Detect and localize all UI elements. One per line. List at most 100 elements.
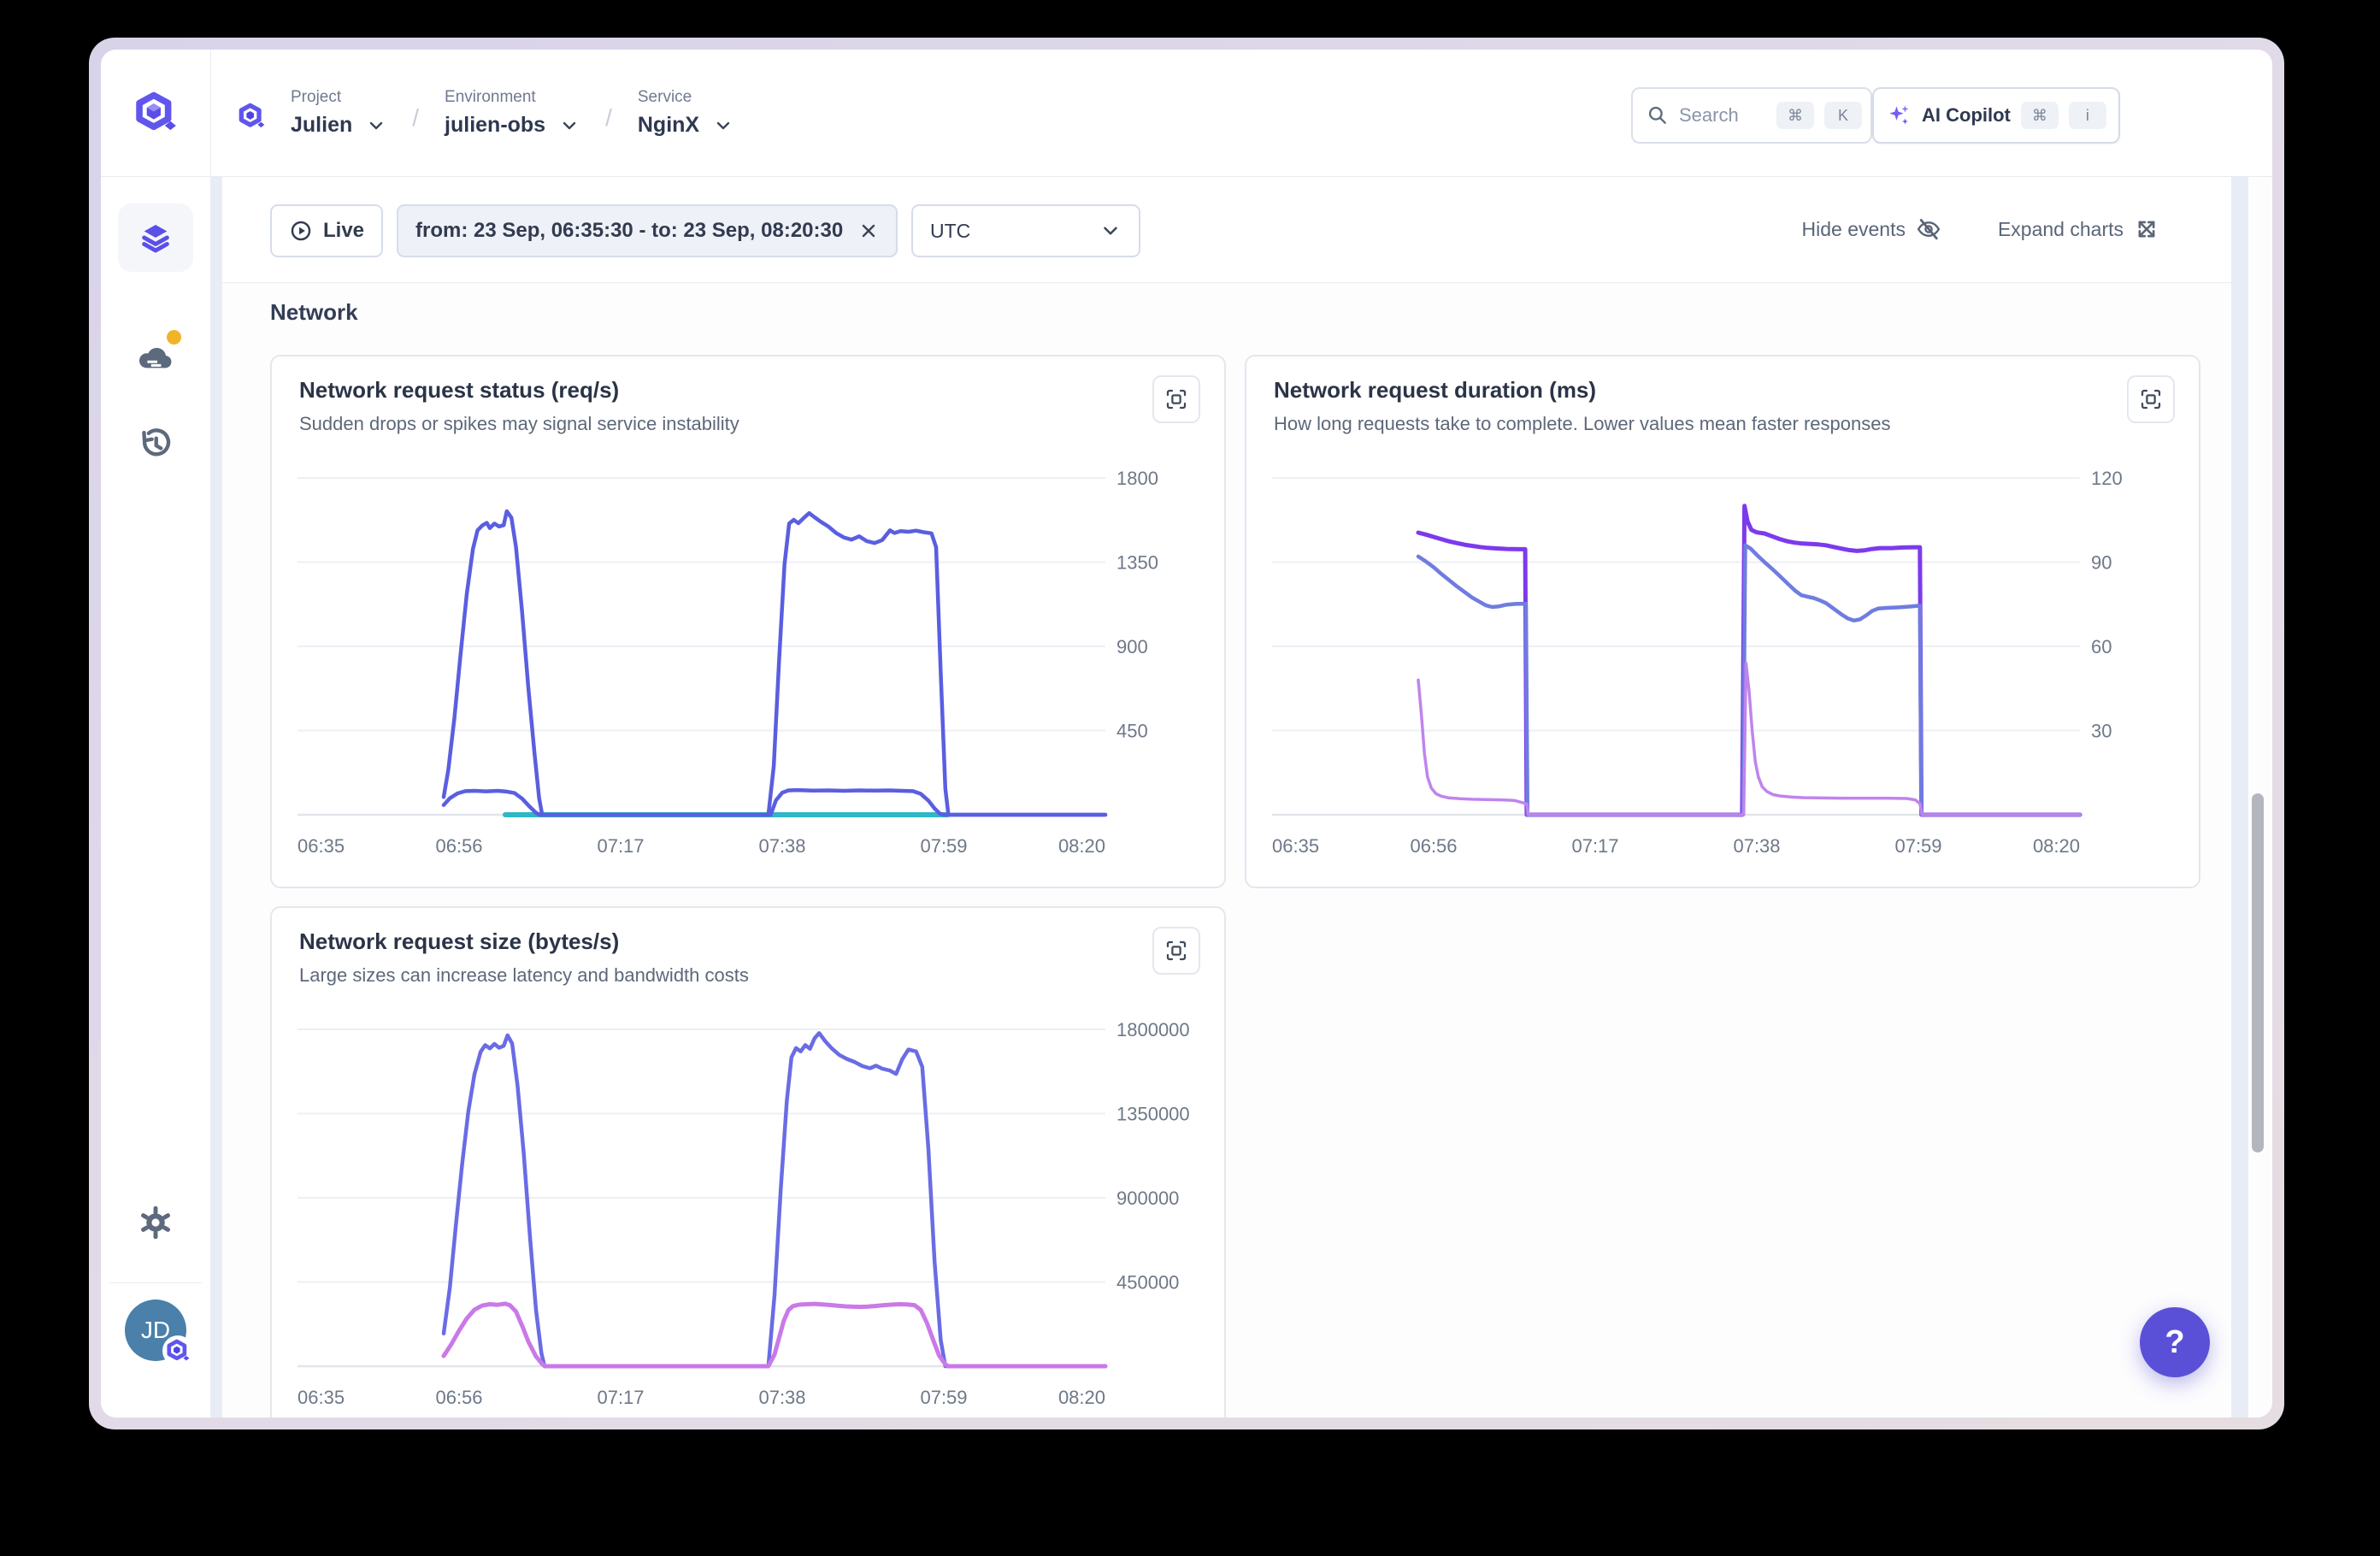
- ai-copilot-label: AI Copilot: [1922, 104, 2011, 126]
- cloud-icon: [138, 347, 172, 368]
- breadcrumb-separator: /: [412, 104, 420, 131]
- chart-subtitle: Large sizes can increase latency and ban…: [299, 964, 749, 986]
- user-avatar[interactable]: JD: [125, 1300, 193, 1366]
- clear-range-button[interactable]: [858, 221, 879, 241]
- sparkles-icon: [1889, 105, 1909, 125]
- eye-off-icon: [1917, 219, 1941, 240]
- focus-icon: [1166, 940, 1187, 961]
- layers-icon: [142, 225, 169, 253]
- close-icon: [863, 224, 875, 238]
- focus-icon: [2141, 389, 2161, 410]
- history-icon: [142, 428, 171, 457]
- help-button[interactable]: ?: [2140, 1307, 2210, 1377]
- svg-text:08:20: 08:20: [1058, 835, 1105, 857]
- ai-copilot-button[interactable]: AI Copilot ⌘ i: [1872, 87, 2120, 144]
- chart-title: Network request size (bytes/s): [299, 928, 620, 954]
- expand-charts-button[interactable]: Expand charts: [1998, 216, 2159, 242]
- timezone-select[interactable]: UTC: [911, 204, 1140, 257]
- play-circle-icon: [291, 221, 311, 241]
- expand-chart-button[interactable]: [2127, 375, 2175, 423]
- live-label: Live: [323, 219, 365, 242]
- svg-text:60: 60: [2091, 636, 2112, 657]
- avatar-initials: JD: [140, 1317, 171, 1343]
- chart-card-request-status: Network request status (req/s) Sudden dr…: [270, 355, 1226, 888]
- expand-chart-button[interactable]: [1152, 927, 1200, 975]
- svg-text:900: 900: [1116, 636, 1148, 657]
- breadcrumb-project-value: Julien: [291, 113, 353, 137]
- svg-text:07:17: 07:17: [597, 835, 644, 857]
- breadcrumb-separator: /: [605, 104, 612, 131]
- chevron-down-icon: [716, 121, 730, 129]
- sidebar: JD: [101, 176, 210, 1417]
- svg-text:1800: 1800: [1116, 468, 1158, 489]
- svg-text:07:38: 07:38: [758, 835, 805, 857]
- chart-card-request-size: Network request size (bytes/s) Large siz…: [270, 906, 1226, 1417]
- time-range-chip[interactable]: from: 23 Sep, 06:35:30 - to: 23 Sep, 08:…: [397, 204, 898, 257]
- sidebar-item-services[interactable]: [118, 203, 193, 272]
- live-button[interactable]: Live: [270, 204, 384, 257]
- notification-dot: [167, 330, 181, 345]
- svg-text:06:35: 06:35: [1272, 835, 1319, 857]
- svg-text:900000: 900000: [1116, 1188, 1179, 1209]
- app-window-frame: Project Julien / Environment julien-obs …: [89, 38, 2284, 1429]
- qovery-badge-icon: [167, 1339, 190, 1361]
- sidebar-divider: [109, 1282, 202, 1283]
- expand-arrows-icon: [2138, 221, 2155, 238]
- svg-text:450000: 450000: [1116, 1272, 1179, 1294]
- svg-text:06:56: 06:56: [435, 835, 482, 857]
- kbd-cmd: ⌘: [2020, 102, 2059, 129]
- breadcrumb-service-label: Service: [637, 88, 692, 106]
- project-logo-icon: [238, 103, 265, 134]
- top-header: Project Julien / Environment julien-obs …: [101, 50, 2272, 177]
- kbd-k: K: [1824, 102, 1862, 129]
- expand-charts-label: Expand charts: [1997, 217, 2124, 240]
- svg-text:1350: 1350: [1116, 552, 1158, 574]
- breadcrumb-project[interactable]: Project Julien: [291, 88, 386, 138]
- breadcrumb-environment-label: Environment: [445, 88, 536, 106]
- chart-card-request-duration: Network request duration (ms) How long r…: [1245, 355, 2200, 888]
- sidebar-item-history[interactable]: [128, 417, 183, 472]
- request-status-chart: 1800 1350 900 450 06:35 06:56 07:17 07:38 07:59 0…: [289, 457, 1204, 861]
- brand-logo[interactable]: [101, 50, 211, 176]
- sidebar-item-cloud-resources[interactable]: [128, 330, 183, 385]
- gear-icon: [140, 1205, 171, 1240]
- focus-icon: [1166, 389, 1187, 410]
- svg-text:06:56: 06:56: [435, 1387, 482, 1408]
- app-window: Project Julien / Environment julien-obs …: [101, 50, 2272, 1417]
- svg-text:07:59: 07:59: [920, 1387, 967, 1408]
- breadcrumb-environment-value: julien-obs: [445, 113, 546, 137]
- svg-text:07:59: 07:59: [920, 835, 967, 857]
- svg-text:120: 120: [2091, 468, 2123, 489]
- sidebar-item-settings[interactable]: [128, 1195, 183, 1250]
- kbd-cmd: ⌘: [1776, 102, 1814, 129]
- svg-text:08:20: 08:20: [2033, 835, 2080, 857]
- search-input[interactable]: Search ⌘ K: [1631, 87, 1872, 144]
- svg-text:07:38: 07:38: [1733, 835, 1780, 857]
- scrollbar-track: [2231, 176, 2248, 1417]
- breadcrumb: Project Julien / Environment julien-obs …: [238, 50, 733, 176]
- chevron-down-icon: [563, 121, 576, 129]
- chart-subtitle: How long requests take to complete. Lowe…: [1274, 413, 1891, 434]
- svg-text:08:20: 08:20: [1058, 1387, 1105, 1408]
- breadcrumb-project-label: Project: [291, 88, 342, 106]
- chevron-down-icon: [1104, 227, 1117, 235]
- avatar-brand-badge: [162, 1335, 193, 1366]
- timezone-value: UTC: [930, 219, 971, 242]
- scrollbar-thumb[interactable]: [2252, 793, 2264, 1152]
- help-label: ?: [2165, 1323, 2185, 1360]
- chart-subtitle: Sudden drops or spikes may signal servic…: [299, 413, 739, 434]
- breadcrumb-environment[interactable]: Environment julien-obs: [445, 88, 580, 138]
- breadcrumb-service[interactable]: Service NginX: [638, 88, 733, 138]
- section-title: Network: [270, 299, 358, 325]
- svg-text:06:35: 06:35: [298, 835, 345, 857]
- chevron-down-icon: [370, 121, 383, 129]
- svg-text:1350000: 1350000: [1116, 1104, 1190, 1125]
- breadcrumb-service-value: NginX: [637, 113, 700, 137]
- hide-events-button[interactable]: Hide events: [1802, 216, 1941, 242]
- expand-chart-button[interactable]: [1152, 375, 1200, 423]
- svg-text:07:17: 07:17: [1571, 835, 1618, 857]
- time-range-label: from: 23 Sep, 06:35:30 - to: 23 Sep, 08:…: [415, 219, 844, 242]
- request-duration-chart: 120 90 60 30 06:35 06:56 07:17 07:38 07:59 08:20: [1264, 457, 2178, 861]
- qovery-logo-icon: [136, 91, 176, 131]
